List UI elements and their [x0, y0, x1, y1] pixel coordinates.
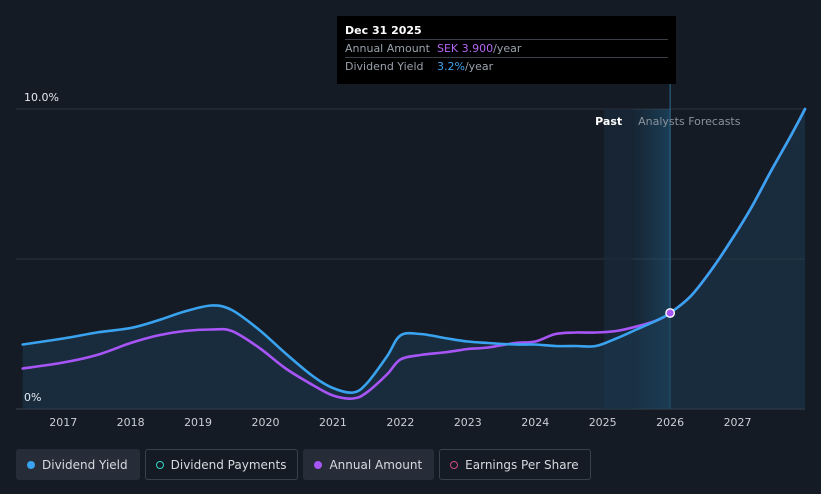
x-tick-label: 2027: [724, 416, 752, 429]
x-tick-label: 2019: [184, 416, 212, 429]
x-tick-label: 2020: [252, 416, 280, 429]
legend-dot-icon: [27, 460, 35, 469]
series-lines: [21, 107, 807, 400]
x-tick-label: 2026: [656, 416, 684, 429]
legend-label: Dividend Payments: [170, 457, 287, 472]
x-axis-ticks: 2017 2018 2019 2020 2021 2022 2023 2024 2025 2026…: [49, 416, 751, 429]
x-tick-label: 2018: [117, 416, 145, 429]
region-label-past: Past: [595, 115, 622, 128]
tooltip-key: Annual Amount: [345, 42, 430, 55]
y-tick-label-bottom: 0%: [24, 391, 41, 404]
tooltip-row-dividend-yield: Dividend Yield 3.2% /year: [345, 57, 668, 75]
label-layer: 10.0% 0% Past Analysts Forecasts: [24, 91, 741, 404]
tooltip-date: Dec 31 2025: [345, 24, 422, 37]
x-tick-label: 2017: [49, 416, 77, 429]
x-tick-label: 2025: [589, 416, 617, 429]
legend-dot-icon: [314, 460, 323, 469]
legend-label: Earnings Per Share: [465, 457, 579, 472]
tooltip-unit: /year: [493, 42, 522, 55]
highlight-layer: [665, 308, 676, 318]
dividend-yield-line: [21, 107, 807, 394]
area-layer: [22, 109, 805, 409]
legend-dot-icon: [155, 460, 164, 469]
legend-dot-icon: [450, 460, 459, 469]
legend-label: Dividend Yield: [42, 457, 128, 472]
legend-item-dividend-payments[interactable]: Dividend Payments: [144, 449, 299, 480]
x-tick-label: 2024: [521, 416, 549, 429]
y-tick-label-top: 10.0%: [24, 91, 59, 104]
legend-item-earnings-per-share[interactable]: Earnings Per Share: [439, 449, 591, 480]
tooltip: Dec 31 2025 Annual Amount SEK 3.900 /yea…: [337, 16, 676, 84]
region-label-forecast: Analysts Forecasts: [638, 115, 741, 128]
legend-item-dividend-yield[interactable]: Dividend Yield: [16, 449, 140, 480]
x-tick-label: 2023: [454, 416, 482, 429]
tooltip-value: 3.2%: [437, 60, 465, 73]
highlight-point: [665, 308, 676, 318]
tooltip-row-annual-amount: Annual Amount SEK 3.900 /year: [345, 39, 668, 57]
x-tick-label: 2021: [319, 416, 347, 429]
x-tick-label: 2022: [386, 416, 414, 429]
legend-item-annual-amount[interactable]: Annual Amount: [303, 449, 435, 480]
tooltip-value: SEK 3.900: [437, 42, 494, 55]
tooltip-key: Dividend Yield: [345, 60, 424, 73]
tooltip-unit: /year: [464, 60, 494, 73]
legend-label: Annual Amount: [329, 457, 423, 472]
dividend-yield-area: [22, 109, 805, 409]
legend: Dividend Yield Dividend Payments Annual …: [16, 449, 596, 480]
